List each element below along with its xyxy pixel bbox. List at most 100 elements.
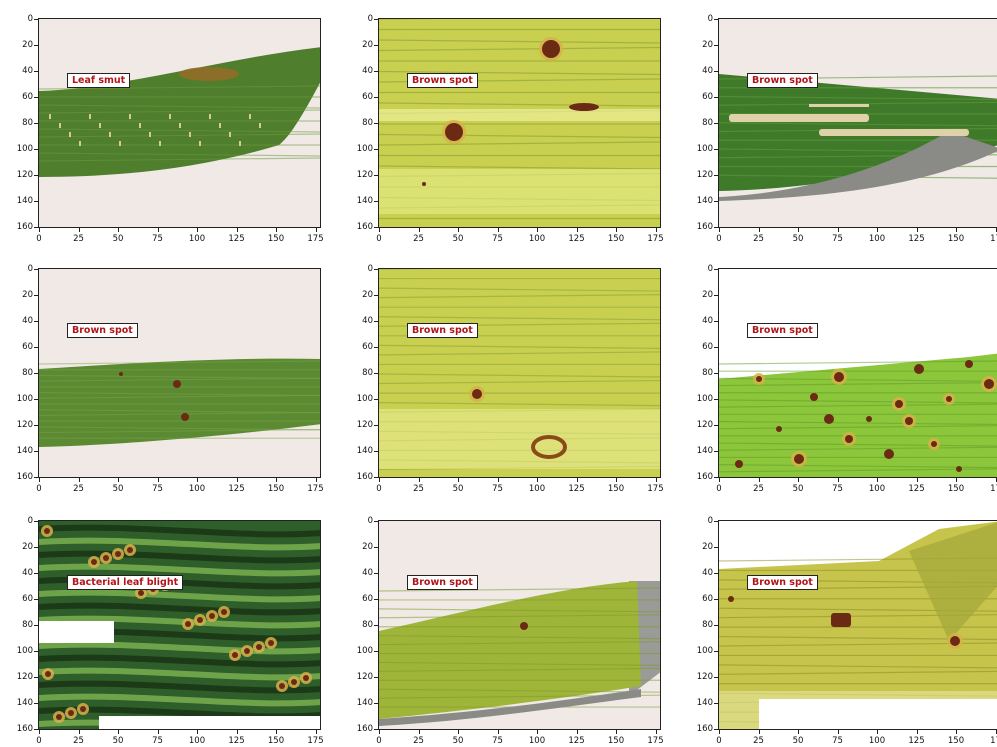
x-tick-label: 150 bbox=[267, 484, 285, 494]
x-tick-mark bbox=[236, 228, 238, 232]
y-tick-mark bbox=[374, 703, 378, 704]
x-tick-mark bbox=[78, 228, 80, 232]
y-tick-label: 100 bbox=[696, 646, 713, 656]
x-tick-label: 75 bbox=[492, 234, 503, 244]
x-tick-mark bbox=[537, 228, 538, 232]
y-tick-label: 20 bbox=[362, 542, 373, 552]
y-tick-mark bbox=[374, 321, 378, 322]
x-tick-mark bbox=[837, 228, 839, 232]
y-tick-label: 40 bbox=[702, 568, 713, 578]
y-tick-mark bbox=[714, 201, 718, 202]
y-tick-mark bbox=[714, 269, 718, 270]
x-tick-mark bbox=[157, 730, 159, 734]
y-tick-mark bbox=[714, 425, 718, 426]
x-tick-label: 75 bbox=[832, 234, 843, 244]
x-tick-label: 100 bbox=[868, 234, 886, 244]
y-tick-label: 0 bbox=[367, 14, 373, 24]
disease-label: Leaf smut bbox=[67, 73, 131, 88]
x-tick-mark bbox=[379, 478, 380, 482]
y-tick-label: 100 bbox=[696, 144, 713, 154]
y-tick-label: 40 bbox=[362, 568, 373, 578]
x-tick-label: 150 bbox=[267, 736, 285, 746]
y-tick-label: 80 bbox=[362, 368, 373, 378]
x-tick-mark bbox=[276, 730, 277, 734]
leaf-photo bbox=[379, 19, 660, 227]
y-tick-mark bbox=[714, 45, 718, 46]
x-tick-label: 125 bbox=[568, 484, 585, 494]
x-tick-mark bbox=[418, 478, 420, 482]
x-tick-label: 50 bbox=[112, 484, 124, 494]
leaf-image-panel bbox=[38, 18, 321, 228]
leaf-photo bbox=[719, 19, 997, 227]
y-tick-label: 100 bbox=[356, 144, 373, 154]
y-tick-label: 100 bbox=[16, 394, 33, 404]
x-tick-label: 50 bbox=[112, 736, 124, 746]
leaf-image-panel bbox=[718, 18, 997, 228]
y-tick-label: 160 bbox=[696, 222, 713, 232]
x-tick-mark bbox=[497, 478, 499, 482]
x-tick-label: 25 bbox=[753, 736, 764, 746]
x-tick-mark bbox=[39, 478, 40, 482]
leaf-photo bbox=[39, 521, 320, 729]
x-tick-mark bbox=[315, 228, 317, 232]
x-tick-label: 25 bbox=[753, 234, 764, 244]
y-tick-label: 100 bbox=[696, 394, 713, 404]
x-tick-mark bbox=[497, 228, 499, 232]
y-tick-mark bbox=[374, 425, 378, 426]
y-tick-mark bbox=[714, 149, 718, 150]
x-tick-mark bbox=[197, 478, 198, 482]
x-tick-label: 125 bbox=[908, 484, 925, 494]
x-tick-label: 75 bbox=[152, 736, 163, 746]
x-tick-label: 175 bbox=[647, 484, 664, 494]
y-tick-label: 60 bbox=[362, 92, 373, 102]
y-tick-label: 120 bbox=[696, 672, 713, 682]
leaf-photo bbox=[719, 269, 997, 477]
y-tick-label: 40 bbox=[702, 316, 713, 326]
y-tick-label: 100 bbox=[356, 394, 373, 404]
y-tick-mark bbox=[34, 573, 38, 574]
disease-label: Bacterial leaf blight bbox=[67, 575, 184, 590]
x-tick-label: 50 bbox=[452, 234, 464, 244]
x-tick-mark bbox=[877, 228, 878, 232]
y-tick-mark bbox=[714, 677, 718, 678]
x-tick-label: 100 bbox=[868, 736, 886, 746]
x-tick-label: 125 bbox=[228, 736, 245, 746]
x-tick-mark bbox=[276, 478, 277, 482]
x-tick-label: 100 bbox=[528, 234, 546, 244]
y-tick-mark bbox=[34, 599, 38, 600]
y-tick-label: 20 bbox=[702, 542, 713, 552]
y-tick-label: 80 bbox=[362, 620, 373, 630]
y-tick-mark bbox=[714, 729, 718, 730]
x-tick-mark bbox=[379, 730, 380, 734]
y-tick-mark bbox=[374, 477, 378, 478]
y-tick-mark bbox=[374, 573, 378, 574]
x-tick-mark bbox=[719, 228, 720, 232]
y-tick-label: 160 bbox=[16, 472, 33, 482]
y-tick-mark bbox=[714, 295, 718, 296]
y-tick-label: 20 bbox=[702, 290, 713, 300]
x-tick-label: 75 bbox=[152, 484, 163, 494]
x-tick-label: 50 bbox=[792, 234, 804, 244]
y-tick-label: 20 bbox=[362, 40, 373, 50]
x-tick-mark bbox=[576, 228, 578, 232]
y-tick-label: 20 bbox=[22, 542, 33, 552]
y-tick-label: 140 bbox=[356, 446, 373, 456]
y-tick-label: 20 bbox=[22, 290, 33, 300]
x-tick-label: 150 bbox=[947, 234, 965, 244]
x-tick-label: 75 bbox=[152, 234, 163, 244]
y-tick-label: 100 bbox=[16, 144, 33, 154]
y-tick-label: 160 bbox=[696, 472, 713, 482]
x-tick-mark bbox=[78, 478, 80, 482]
y-tick-label: 60 bbox=[362, 342, 373, 352]
y-tick-mark bbox=[374, 71, 378, 72]
y-tick-label: 80 bbox=[702, 368, 713, 378]
x-tick-label: 0 bbox=[376, 484, 382, 494]
y-tick-mark bbox=[34, 45, 38, 46]
y-tick-label: 160 bbox=[356, 472, 373, 482]
x-tick-label: 50 bbox=[792, 736, 804, 746]
y-tick-label: 0 bbox=[27, 14, 33, 24]
y-tick-mark bbox=[374, 625, 378, 626]
y-tick-label: 120 bbox=[696, 170, 713, 180]
y-tick-label: 160 bbox=[16, 222, 33, 232]
x-tick-label: 125 bbox=[228, 484, 245, 494]
